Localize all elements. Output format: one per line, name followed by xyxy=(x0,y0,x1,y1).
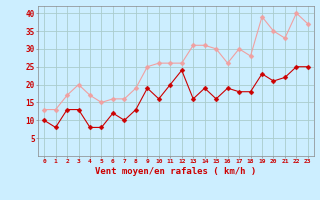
X-axis label: Vent moyen/en rafales ( km/h ): Vent moyen/en rafales ( km/h ) xyxy=(95,167,257,176)
